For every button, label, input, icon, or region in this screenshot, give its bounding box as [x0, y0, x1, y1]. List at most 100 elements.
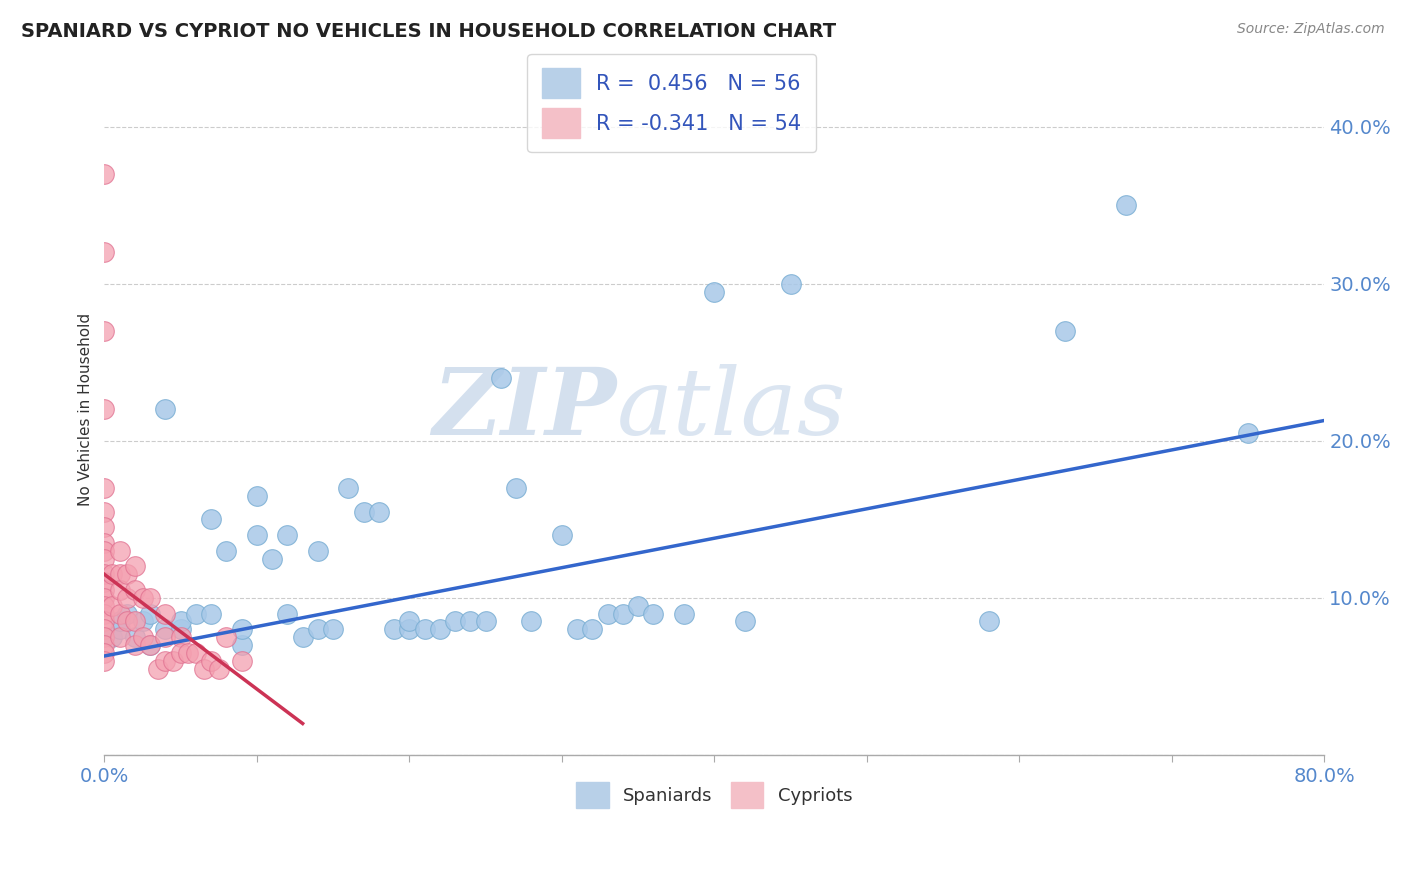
Point — [101, 599, 124, 613]
Point — [489, 371, 512, 385]
Point — [93, 520, 115, 534]
Point — [108, 582, 131, 597]
Point — [246, 528, 269, 542]
Point — [734, 615, 756, 629]
Point — [276, 528, 298, 542]
Point — [398, 622, 420, 636]
Point — [139, 591, 162, 605]
Point — [215, 543, 238, 558]
Point — [291, 630, 314, 644]
Point — [93, 654, 115, 668]
Point — [460, 615, 482, 629]
Point — [93, 638, 115, 652]
Point — [93, 567, 115, 582]
Y-axis label: No Vehicles in Household: No Vehicles in Household — [79, 313, 93, 506]
Point — [93, 575, 115, 590]
Point — [413, 622, 436, 636]
Point — [200, 512, 222, 526]
Point — [131, 591, 153, 605]
Point — [93, 543, 115, 558]
Point — [101, 567, 124, 582]
Point — [131, 615, 153, 629]
Point — [108, 543, 131, 558]
Point — [551, 528, 574, 542]
Point — [93, 630, 115, 644]
Point — [117, 615, 139, 629]
Point — [246, 489, 269, 503]
Point — [169, 646, 191, 660]
Point — [93, 582, 115, 597]
Point — [581, 622, 603, 636]
Point — [627, 599, 650, 613]
Point — [93, 551, 115, 566]
Point — [108, 622, 131, 636]
Point — [155, 630, 177, 644]
Text: atlas: atlas — [617, 365, 846, 455]
Point — [353, 504, 375, 518]
Point — [139, 638, 162, 652]
Point — [1115, 198, 1137, 212]
Point — [596, 607, 619, 621]
Point — [505, 481, 527, 495]
Point — [101, 630, 124, 644]
Point — [262, 551, 284, 566]
Text: Source: ZipAtlas.com: Source: ZipAtlas.com — [1237, 22, 1385, 37]
Point — [117, 591, 139, 605]
Point — [155, 622, 177, 636]
Point — [520, 615, 543, 629]
Legend: Spaniards, Cypriots: Spaniards, Cypriots — [569, 775, 859, 815]
Point — [184, 646, 207, 660]
Text: SPANIARD VS CYPRIOT NO VEHICLES IN HOUSEHOLD CORRELATION CHART: SPANIARD VS CYPRIOT NO VEHICLES IN HOUSE… — [21, 22, 837, 41]
Point — [93, 167, 115, 181]
Point — [612, 607, 634, 621]
Point — [322, 622, 344, 636]
Text: ZIP: ZIP — [433, 365, 617, 455]
Point — [108, 567, 131, 582]
Point — [231, 622, 253, 636]
Point — [200, 654, 222, 668]
Point — [276, 607, 298, 621]
Point — [184, 607, 207, 621]
Point — [93, 622, 115, 636]
Point — [703, 285, 725, 299]
Point — [193, 661, 215, 675]
Point — [474, 615, 496, 629]
Point — [155, 654, 177, 668]
Point — [307, 622, 329, 636]
Point — [367, 504, 389, 518]
Point — [93, 591, 115, 605]
Point — [146, 661, 169, 675]
Point — [124, 582, 146, 597]
Point — [124, 615, 146, 629]
Point — [93, 599, 115, 613]
Point — [672, 607, 695, 621]
Point — [169, 615, 191, 629]
Point — [429, 622, 451, 636]
Point — [108, 615, 131, 629]
Point — [231, 654, 253, 668]
Point — [93, 402, 115, 417]
Point — [231, 638, 253, 652]
Point — [177, 646, 200, 660]
Point — [779, 277, 801, 291]
Point — [643, 607, 665, 621]
Point — [1054, 324, 1077, 338]
Point — [155, 607, 177, 621]
Point — [169, 622, 191, 636]
Point — [382, 622, 405, 636]
Point — [215, 630, 238, 644]
Point — [117, 567, 139, 582]
Point — [124, 630, 146, 644]
Point — [93, 607, 115, 621]
Point — [124, 559, 146, 574]
Point — [93, 504, 115, 518]
Point — [398, 615, 420, 629]
Point — [444, 615, 467, 629]
Point — [155, 402, 177, 417]
Point — [565, 622, 588, 636]
Point — [1237, 425, 1260, 440]
Point — [977, 615, 1000, 629]
Point — [131, 630, 153, 644]
Point — [139, 607, 162, 621]
Point — [307, 543, 329, 558]
